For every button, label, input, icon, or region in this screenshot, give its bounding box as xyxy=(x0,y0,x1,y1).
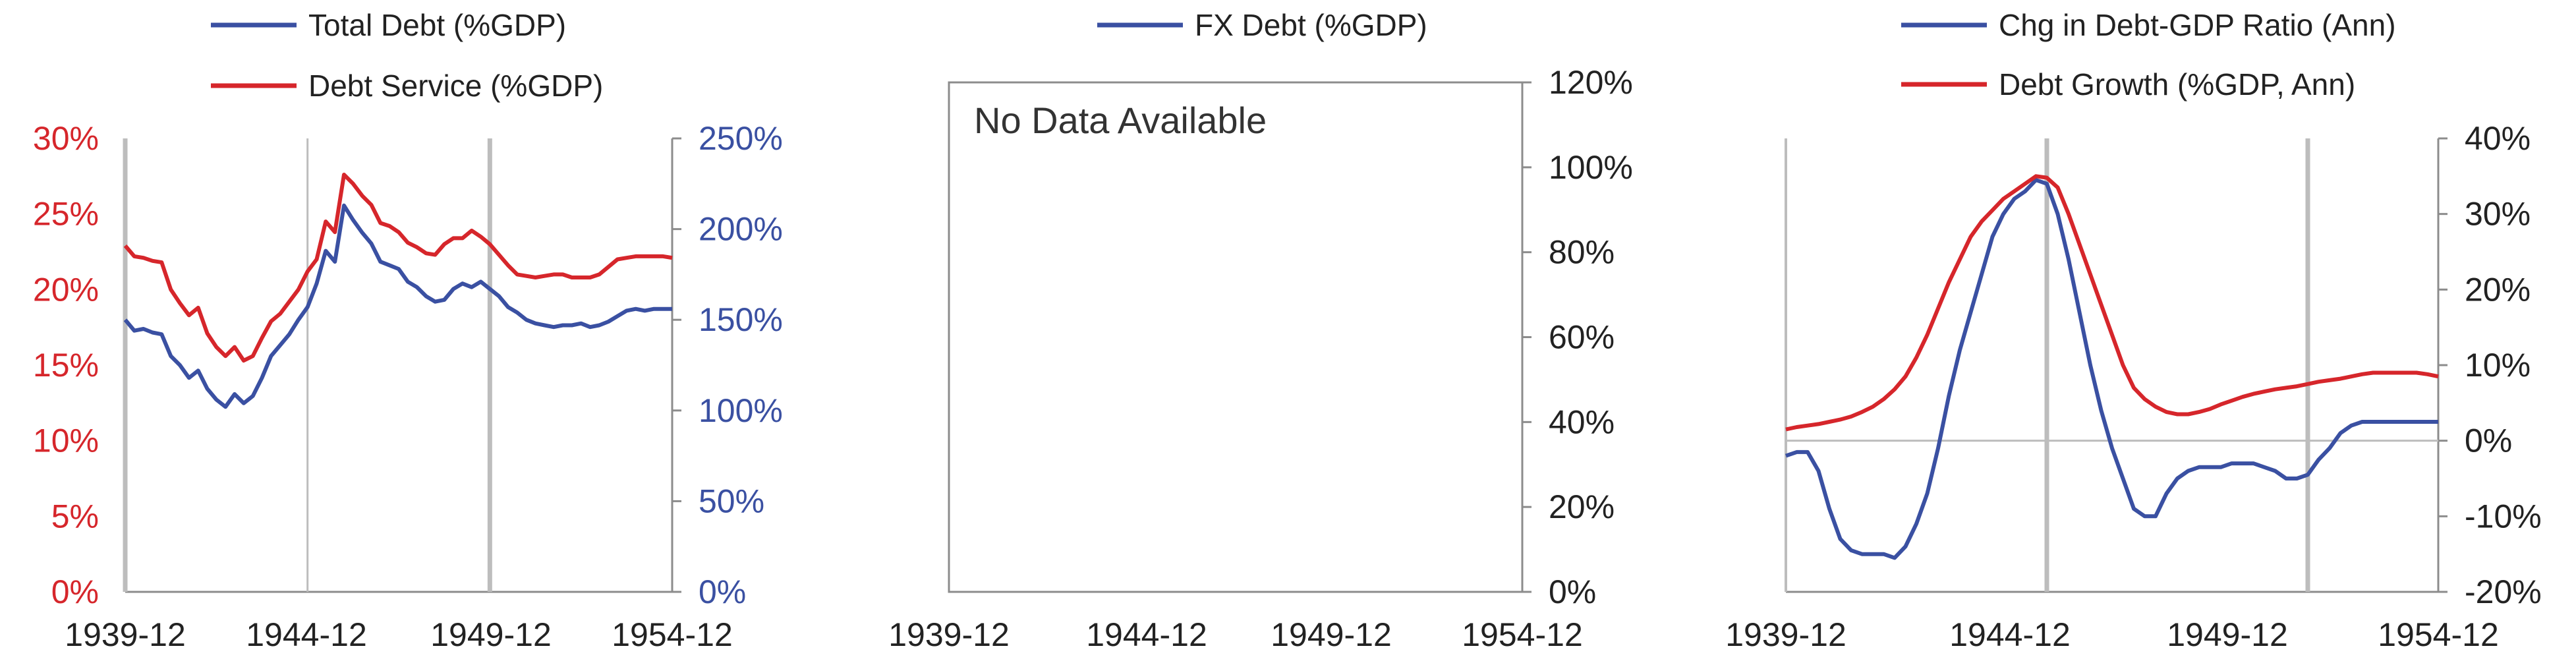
right-axis-tick-label: 0% xyxy=(2465,422,2512,459)
series-line xyxy=(123,203,672,409)
legend-label: Debt Growth (%GDP, Ann) xyxy=(1999,67,2355,102)
legend-label: FX Debt (%GDP) xyxy=(1195,8,1427,42)
x-axis-tick-label: 1949-12 xyxy=(1271,616,1392,653)
right-axis-tick-label: 100% xyxy=(1549,149,1633,186)
x-axis-tick-label: 1944-12 xyxy=(246,616,367,653)
x-axis-tick-label: 1954-12 xyxy=(2378,616,2499,653)
right-axis-tick-label: 150% xyxy=(699,301,783,338)
x-axis-tick-label: 1944-12 xyxy=(1086,616,1207,653)
left-axis-tick-label: 25% xyxy=(33,196,99,233)
x-axis-tick-label: 1939-12 xyxy=(65,616,186,653)
legend-label: Chg in Debt-GDP Ratio (Ann) xyxy=(1999,8,2396,42)
series-line xyxy=(1785,178,2438,560)
right-axis-tick-label: 40% xyxy=(2465,120,2531,157)
x-axis-tick-label: 1944-12 xyxy=(1949,616,2071,653)
right-axis-tick-label: 120% xyxy=(1549,64,1633,101)
chart-fx-debt: FX Debt (%GDP) 0% 20% 40% 60% 80% 100% 120% 1939… xyxy=(888,8,1633,653)
left-axis-tick-label: 5% xyxy=(51,498,99,535)
right-axis-tick-label: 0% xyxy=(699,573,746,610)
left-axis-tick-label: 30% xyxy=(33,120,99,157)
left-axis-tick-label: 0% xyxy=(51,573,99,610)
legend-label: Debt Service (%GDP) xyxy=(308,69,603,103)
x-axis-tick-label: 1954-12 xyxy=(612,616,733,653)
right-axis-tick-label: -10% xyxy=(2465,498,2542,535)
right-axis-tick-label: 30% xyxy=(2465,196,2531,233)
left-axis-tick-label: 10% xyxy=(33,422,99,459)
left-axis-tick-label: 20% xyxy=(33,271,99,308)
right-axis-tick-label: 250% xyxy=(699,120,783,157)
x-axis-tick-label: 1939-12 xyxy=(1725,616,1846,653)
plot-frame xyxy=(948,81,1524,593)
right-axis-tick-label: 0% xyxy=(1549,573,1596,610)
right-axis-tick-label: 80% xyxy=(1549,234,1615,271)
right-axis-tick-label: 40% xyxy=(1549,403,1615,440)
right-axis-tick-label: 20% xyxy=(2465,271,2531,308)
right-axis-tick-label: 50% xyxy=(699,482,764,519)
x-axis-tick-label: 1954-12 xyxy=(1462,616,1583,653)
x-axis-tick-label: 1949-12 xyxy=(2167,616,2288,653)
no-data-note: No Data Available xyxy=(974,100,1267,141)
right-axis-tick-label: 20% xyxy=(1549,488,1615,525)
right-axis-tick-label: 200% xyxy=(699,211,783,248)
right-axis-tick-label: 100% xyxy=(699,392,783,429)
x-axis-tick-label: 1949-12 xyxy=(430,616,552,653)
legend-label: Total Debt (%GDP) xyxy=(308,8,566,42)
series-line xyxy=(123,173,673,363)
right-axis-tick-label: -20% xyxy=(2465,573,2542,610)
right-axis-tick-label: 60% xyxy=(1549,319,1615,356)
left-axis-tick-label: 15% xyxy=(33,347,99,384)
series-line xyxy=(1785,174,2439,432)
x-axis-tick-label: 1939-12 xyxy=(888,616,1010,653)
chart-debt-levels: Total Debt (%GDP) Debt Service (%GDP) 0% 5%… xyxy=(33,8,783,653)
chart-debt-changes: Chg in Debt-GDP Ratio (Ann) Debt Growth (… xyxy=(1725,8,2541,653)
right-axis-tick-label: 10% xyxy=(2465,347,2531,384)
